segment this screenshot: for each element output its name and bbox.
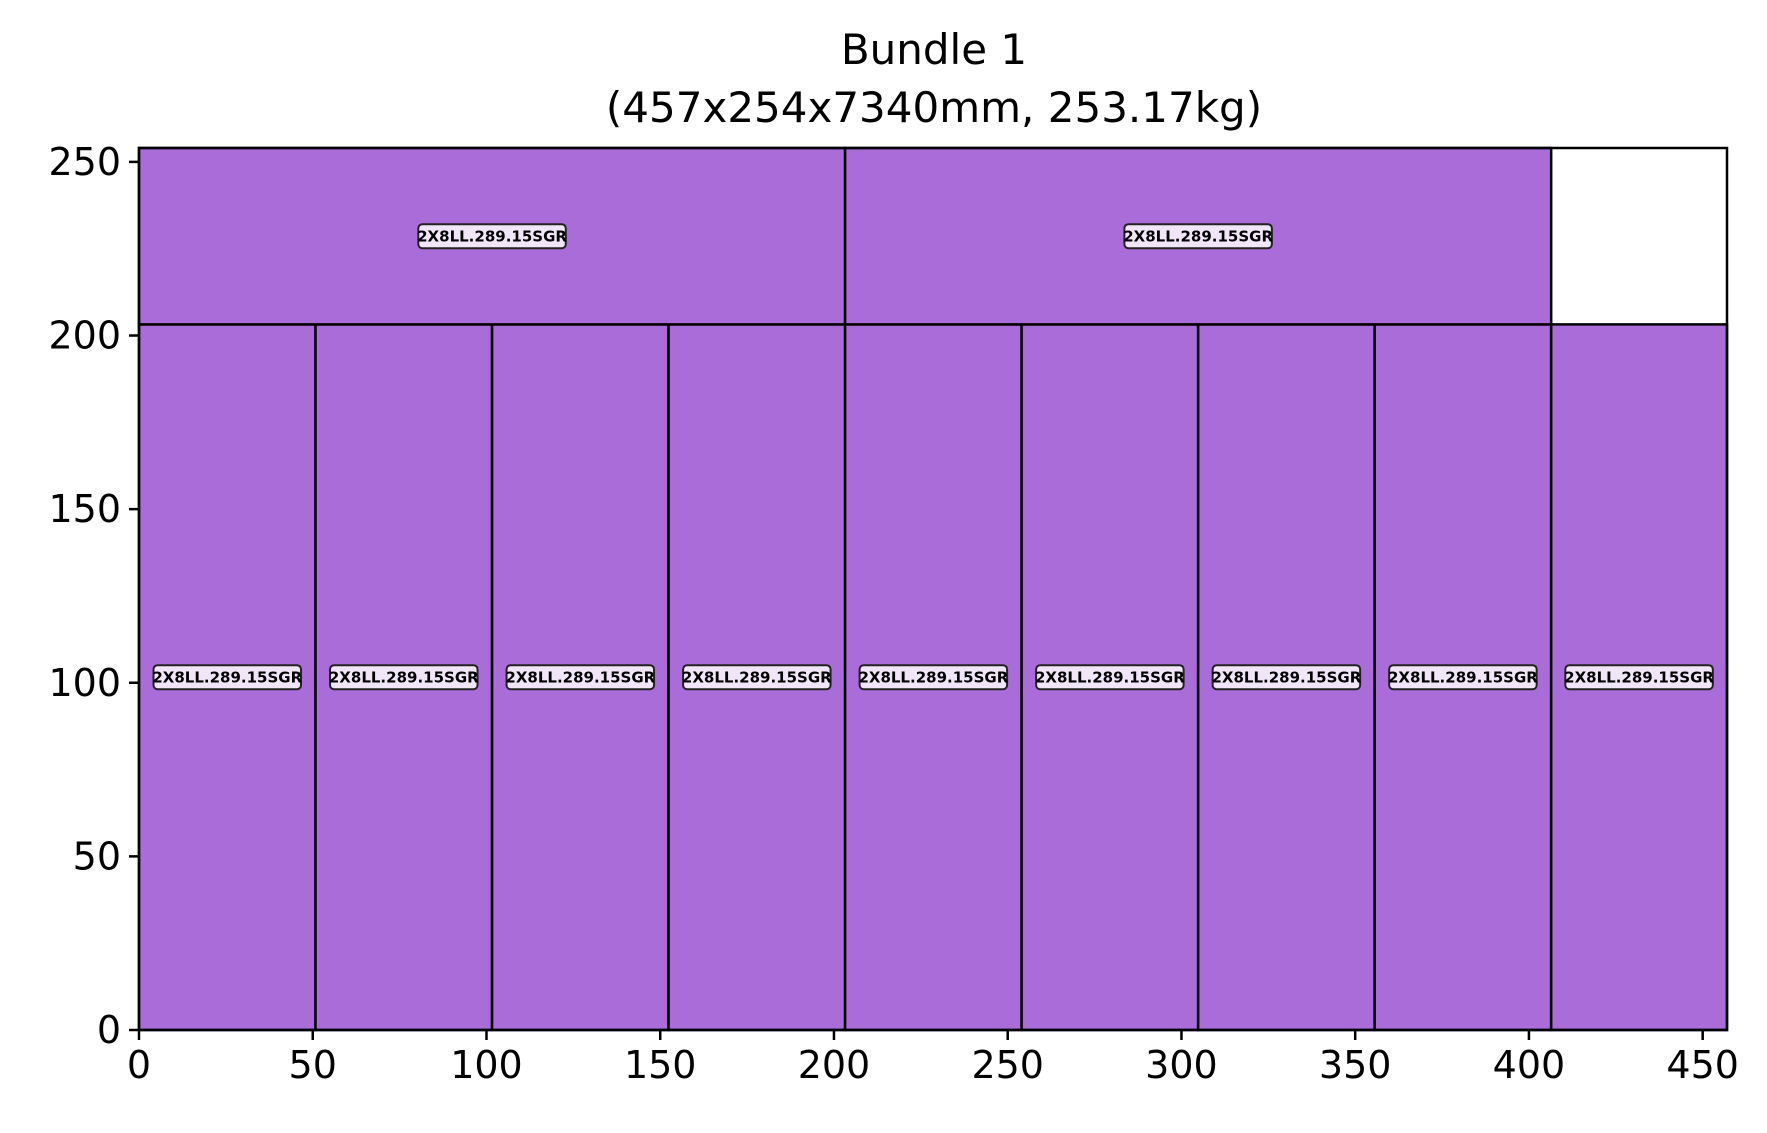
piece-label-box [1035,664,1185,691]
piece-label: 2X8LL.289.15SGR [1035,669,1185,687]
x-tick-label: 50 [289,1043,337,1087]
x-tick-label: 0 [127,1043,151,1087]
piece-label-box [152,664,303,691]
piece-label-box [329,664,479,691]
piece-label-box [417,223,567,250]
axes-frame [137,146,1729,1032]
piece-label: 2X8LL.289.15SGR [1564,669,1714,687]
piece-label: 2X8LL.289.15SGR [329,669,479,687]
piece-label-box [682,664,832,691]
piece-label-box [1564,664,1714,691]
piece-label-box [858,664,1009,691]
x-axis: 0 50 100 150 200 250 300 350 400 450 [127,1030,1739,1087]
y-tick-label: 100 [48,661,121,705]
piece-label: 2X8LL.289.15SGR [858,669,1008,687]
piece-label: 2X8LL.289.15SGR [1211,669,1361,687]
piece-label: 2X8LL.289.15SGR [682,669,832,687]
y-tick-label: 200 [48,314,121,358]
y-axis: 0 50 100 150 200 250 [48,140,139,1052]
piece-label: 2X8LL.289.15SGR [152,669,302,687]
piece-label: 2X8LL.289.15SGR [1123,228,1273,246]
pieces-layer [137,146,1729,1032]
piece-label-box [1388,664,1538,691]
y-tick-label: 250 [48,140,121,184]
x-tick-label: 350 [1319,1043,1392,1087]
y-tick-label: 150 [48,487,121,531]
x-tick-label: 150 [624,1043,697,1087]
x-tick-label: 200 [798,1043,871,1087]
x-tick-label: 450 [1666,1043,1739,1087]
x-tick-label: 100 [450,1043,523,1087]
piece-label-box [1211,664,1362,691]
x-tick-label: 400 [1493,1043,1566,1087]
x-tick-label: 250 [971,1043,1044,1087]
piece-label: 2X8LL.289.15SGR [417,228,567,246]
chart-title: Bundle 1 [841,25,1027,74]
x-tick-label: 300 [1145,1043,1218,1087]
piece-label-box [1123,223,1273,250]
piece-label: 2X8LL.289.15SGR [1388,669,1538,687]
labels-layer: 2X8LL.289.15SGR 2X8LL.289.15SGR 2X8LL.289.… [152,223,1714,691]
chart-subtitle: (457x254x7340mm, 253.17kg) [606,83,1262,132]
y-tick-label: 50 [73,834,121,878]
piece-label: 2X8LL.289.15SGR [505,669,655,687]
y-tick-label: 0 [97,1008,121,1052]
piece-label-box [505,664,656,691]
